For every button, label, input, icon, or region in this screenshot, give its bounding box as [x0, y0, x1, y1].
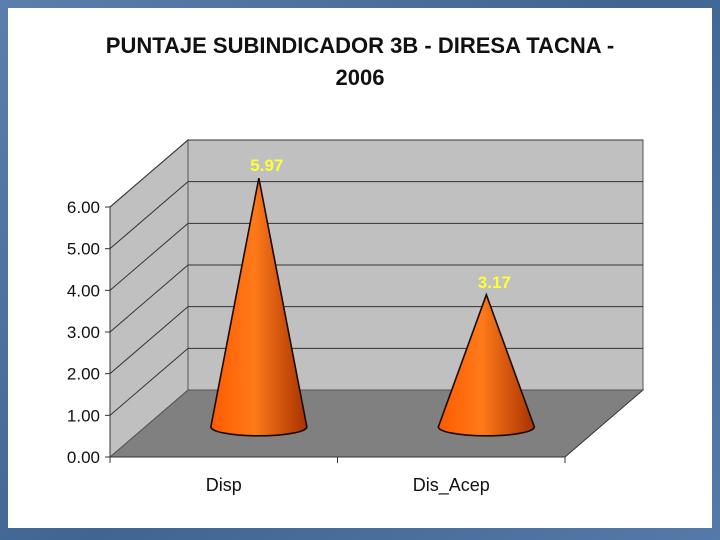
chart-title: PUNTAJE SUBINDICADOR 3B - DIRESA TACNA -… — [0, 30, 720, 94]
gridline-side — [109, 181, 189, 250]
gridline-side — [109, 264, 189, 333]
y-tick-label: 0.00 — [67, 448, 100, 467]
gridline-side — [109, 139, 189, 208]
y-tick-label: 4.00 — [67, 281, 100, 300]
y-tick-label: 3.00 — [67, 323, 100, 342]
y-tick-label: 1.00 — [67, 406, 100, 425]
gridline-side — [109, 306, 189, 375]
data-label: 3.17 — [478, 273, 511, 292]
y-tick-label: 5.00 — [67, 240, 100, 259]
x-category-label: Dis_Acep — [413, 475, 490, 496]
y-tick-label: 6.00 — [67, 198, 100, 217]
x-category-label: Disp — [206, 475, 242, 495]
data-label: 5.97 — [250, 156, 283, 175]
chart-floor — [108, 389, 645, 458]
y-tick-label: 2.00 — [67, 365, 100, 384]
gridline-side — [109, 347, 189, 416]
chart-title-line-1: PUNTAJE SUBINDICADOR 3B - DIRESA TACNA - — [105, 33, 615, 58]
cone-dis-acep — [437, 292, 536, 437]
cone-disp — [210, 177, 308, 437]
gridline-side — [109, 222, 189, 291]
chart-title-line-2: 2006 — [335, 65, 385, 90]
